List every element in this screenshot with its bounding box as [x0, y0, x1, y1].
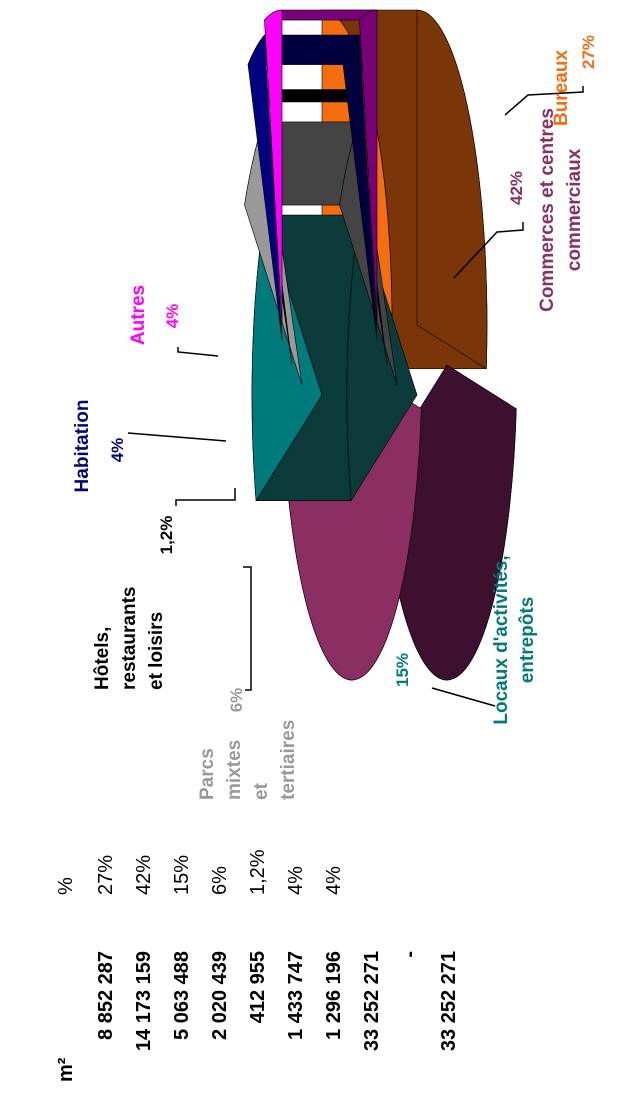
leader-line-autres [177, 347, 219, 357]
label-hotels-line-3: et loisirs [146, 612, 167, 690]
table-row-3-m2: 5 063 488 [171, 951, 193, 1040]
table-row-5-m2: 412 955 [247, 951, 269, 1023]
label-habitation-line-1: Habitation [72, 400, 93, 493]
leader-line-habitation [127, 432, 227, 442]
table-row-3-pct: 15% [171, 855, 193, 895]
slice-back-habitation [342, 34, 378, 341]
label-autres-line-1: Autres [128, 285, 149, 345]
pct-parcs: 6% [227, 688, 246, 713]
table-row-1-pct: 27% [95, 855, 117, 895]
data-table: m²% 8 852 287 27% 14 173 159 42% 5 063 488 15%… [55, 849, 460, 1082]
table-row-5-pct: 1,2% [247, 849, 269, 895]
label-parcs-line-2: mixtes [224, 740, 245, 800]
label-locaux-line-1: Locaux d'activités, [491, 555, 512, 724]
pie-3d-slices [244, 9, 517, 681]
leader-line-locaux [431, 687, 496, 707]
slice-labels: Bureaux 27% Commerces et centres commerciau… [72, 35, 598, 800]
slice-habitation [247, 34, 283, 341]
table-row-4-m2: 2 020 439 [209, 951, 231, 1040]
table-row-2-m2: 14 173 159 [133, 951, 155, 1051]
table-row-2-pct: 42% [133, 855, 155, 895]
table-row-6-pct: 4% [285, 866, 307, 895]
pct-commerces: 42% [507, 171, 526, 205]
slice-back-bureaux [416, 9, 488, 370]
table-row-1-m2: 8 852 287 [95, 951, 117, 1040]
label-parcs-line-3: et [251, 782, 272, 800]
pct-autres: 4% [163, 304, 182, 329]
table-row-10-m2: 33 252 271 [438, 951, 460, 1051]
label-locaux-line-2: entrepôts [517, 597, 538, 684]
table-row-8-m2: 33 252 271 [361, 951, 383, 1051]
label-hotels-line-2: restaurants [119, 587, 140, 691]
table-row-6-m2: 1 433 747 [285, 951, 307, 1040]
pct-bureaux: 27% [579, 35, 598, 69]
label-hotels-line-1: Hôtels, [92, 627, 113, 690]
label-commerces-line-1: Commerces et centres [537, 108, 558, 312]
table-header-m2: m² [55, 1057, 77, 1082]
label-parcs-line-1: Parcs [197, 748, 218, 800]
pct-habitation: 4% [108, 438, 127, 463]
leader-line-bureaux [504, 86, 584, 116]
label-commerces-line-2: commerciaux [564, 148, 585, 271]
slice-back-autres [359, 9, 378, 326]
leader-line-parcs [243, 566, 252, 691]
leader-line-commerces [453, 222, 524, 279]
pct-locaux: 15% [393, 653, 412, 687]
table-row-7-m2: 1 296 196 [323, 951, 345, 1040]
leader-line-hotels [175, 488, 236, 506]
table-row-4-pct: 6% [209, 866, 231, 895]
table-row-9-m2: - [399, 951, 421, 958]
pct-hotels: 1,2% [157, 516, 176, 555]
label-bureaux-line-1: Bureaux [551, 50, 572, 126]
table-header-pct: % [55, 877, 77, 895]
label-parcs-line-4: tertiaires [278, 720, 299, 800]
table-row-7-pct: 4% [323, 866, 345, 895]
slice-autres [264, 9, 283, 326]
leader-lines [127, 86, 584, 707]
